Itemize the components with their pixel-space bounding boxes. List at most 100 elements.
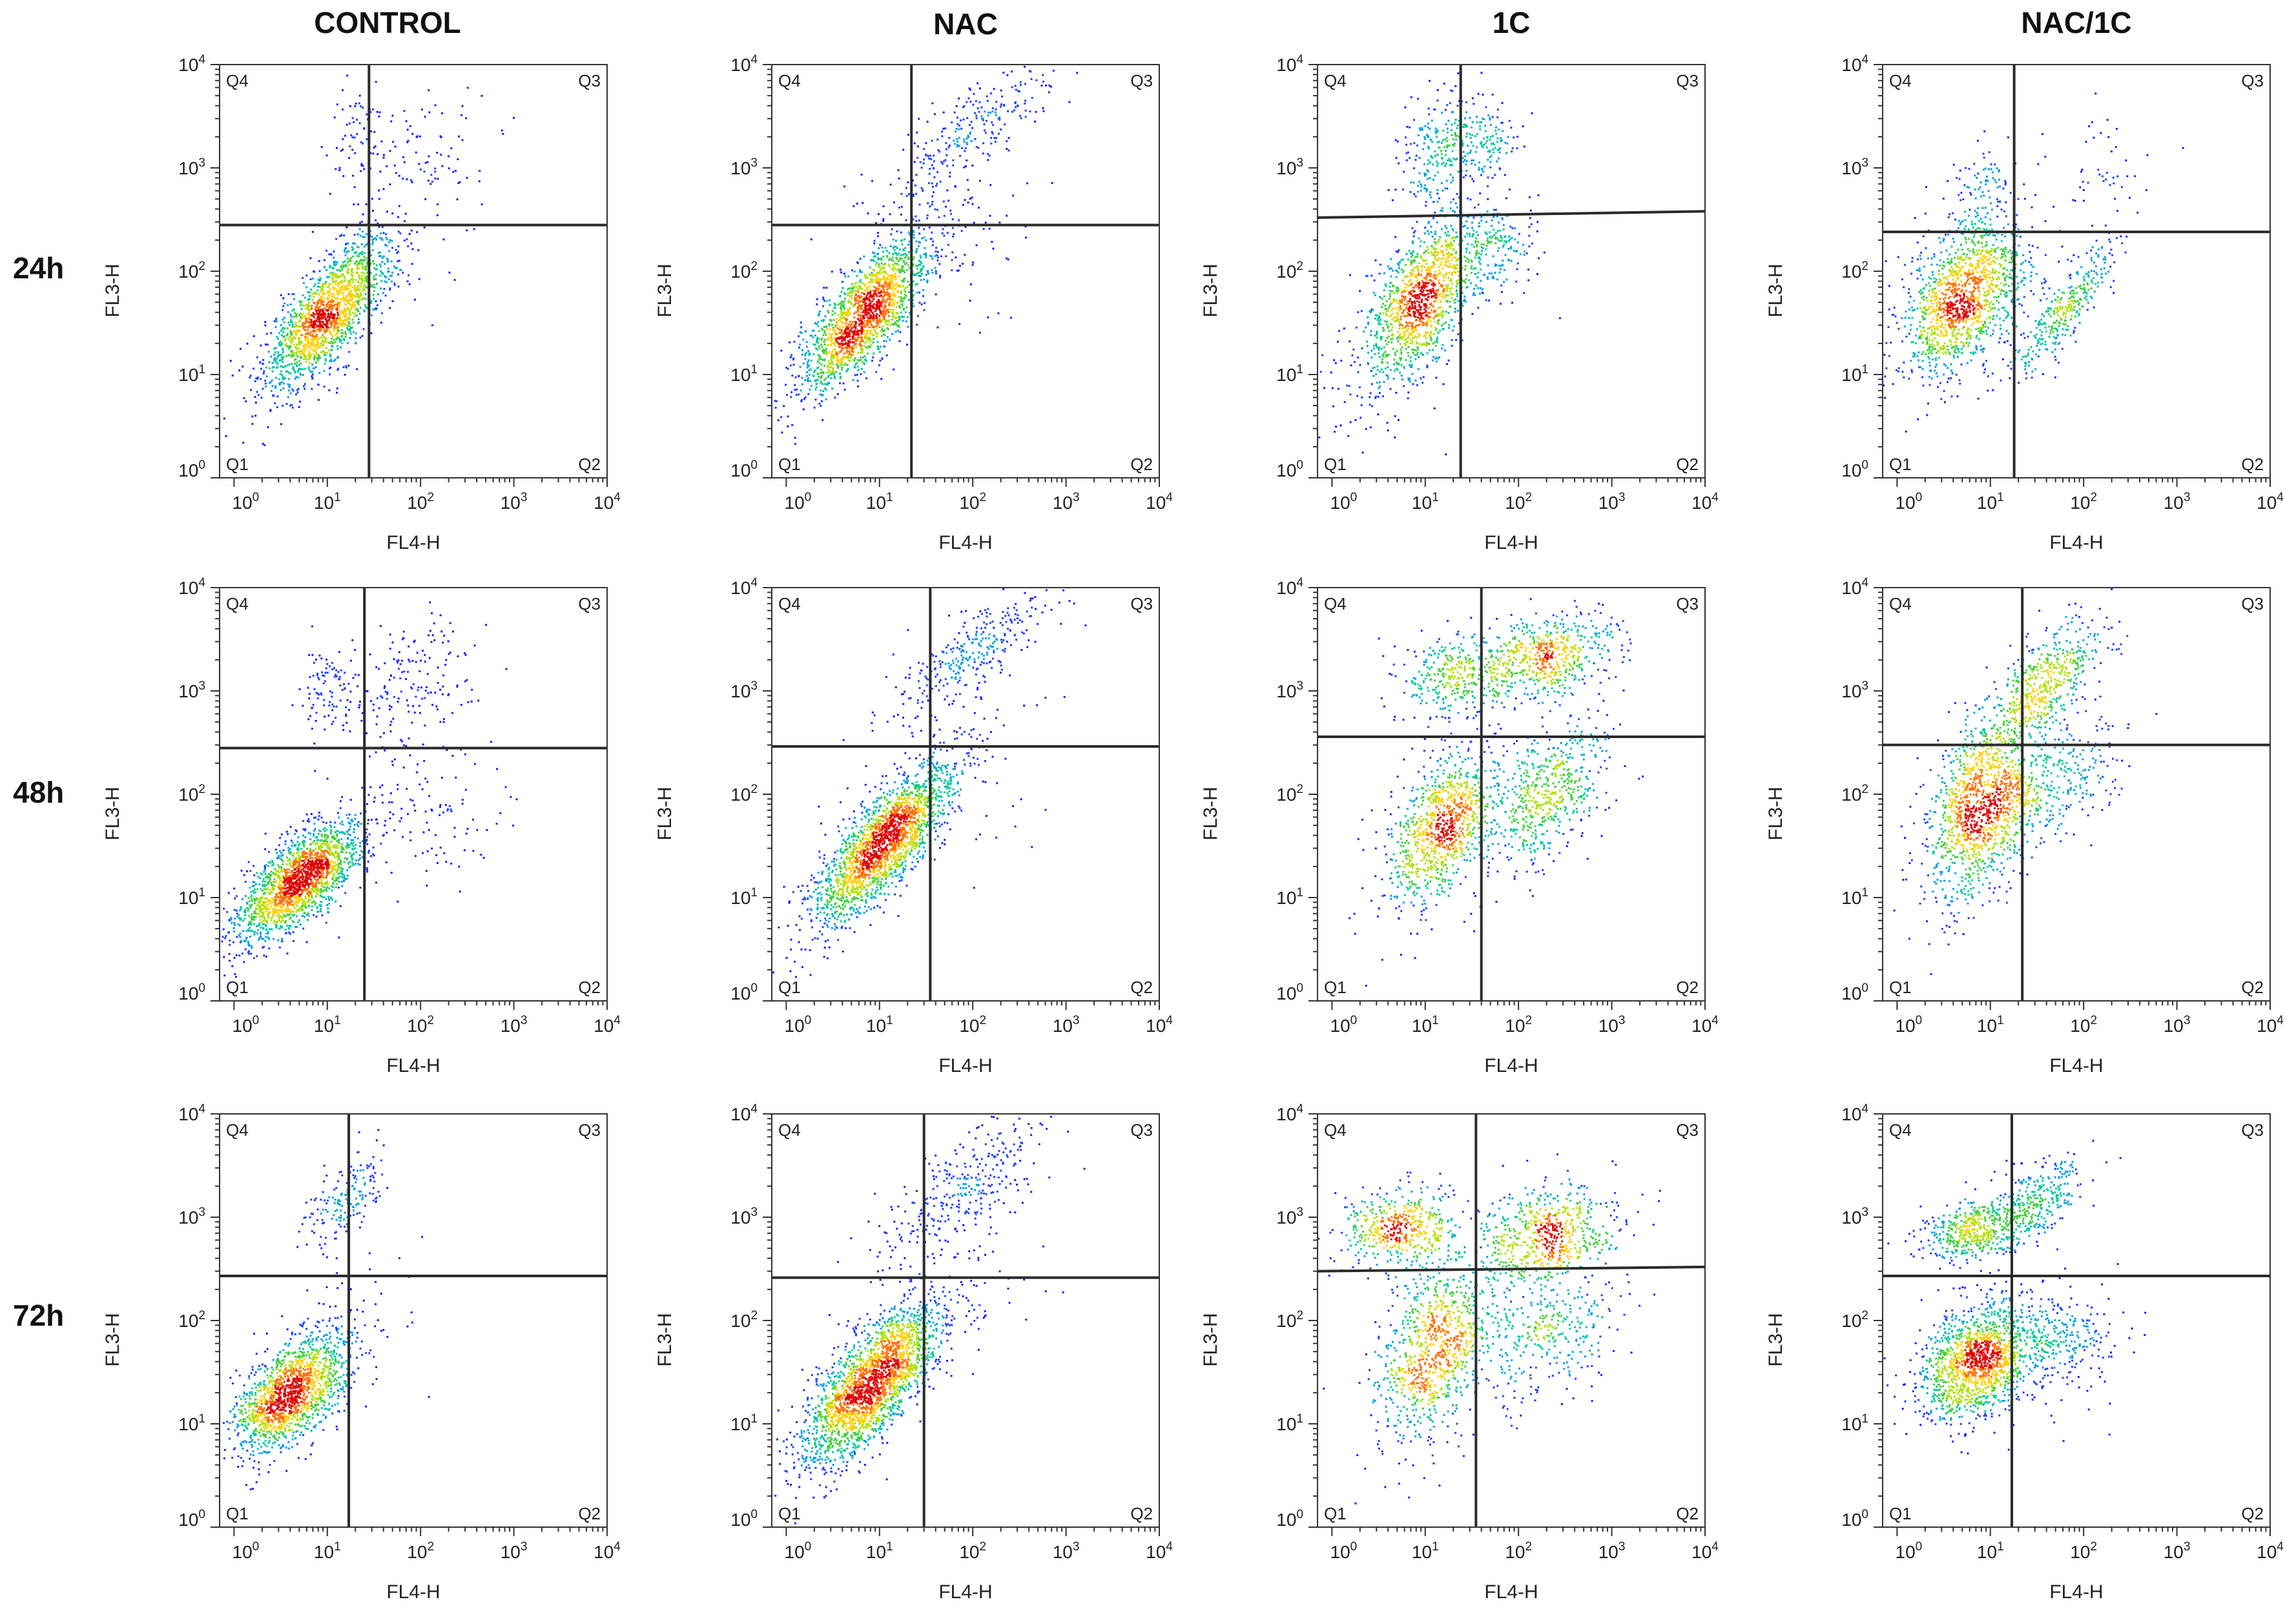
event-dot	[311, 364, 313, 365]
event-dot	[907, 264, 909, 266]
event-dot	[847, 368, 849, 370]
event-dot	[901, 240, 903, 242]
event-dot	[982, 118, 984, 119]
event-dot	[1514, 238, 1516, 240]
event-dot	[282, 309, 284, 311]
event-dot	[880, 346, 882, 348]
event-dot	[389, 289, 391, 291]
y-tick-exponent: 0	[198, 458, 205, 472]
event-dot	[337, 348, 339, 350]
event-dot	[857, 262, 859, 264]
event-dot	[341, 292, 343, 294]
event-dot	[935, 247, 937, 249]
event-dot	[885, 282, 887, 283]
event-dot	[1321, 354, 1323, 356]
event-dot	[353, 316, 355, 318]
event-dot	[1509, 189, 1511, 190]
event-dot	[347, 307, 349, 309]
event-dot	[967, 98, 969, 99]
event-dot	[346, 227, 347, 229]
event-dot	[826, 353, 828, 355]
event-dot	[1495, 209, 1497, 211]
event-dot	[293, 316, 295, 318]
event-dot	[1513, 136, 1515, 138]
event-dot	[1361, 310, 1363, 312]
event-dot	[384, 280, 386, 282]
event-dot	[1343, 327, 1345, 329]
event-dot	[846, 333, 848, 335]
event-dot	[399, 232, 401, 234]
event-dot	[813, 375, 815, 377]
event-dot	[339, 341, 341, 343]
event-dot	[424, 116, 426, 118]
event-dot	[844, 389, 846, 391]
event-dot	[1374, 294, 1376, 296]
event-dot	[1045, 85, 1047, 87]
event-dot	[1034, 121, 1036, 123]
event-dot	[899, 340, 901, 342]
event-dot	[378, 252, 380, 254]
event-dot	[1374, 334, 1376, 336]
event-dot	[1446, 137, 1448, 139]
event-dot	[1394, 415, 1396, 417]
event-dot	[379, 170, 381, 172]
event-dot	[1480, 174, 1482, 176]
event-dot	[304, 329, 306, 331]
event-dot	[280, 294, 282, 296]
event-dot	[398, 285, 400, 287]
event-dot	[1432, 349, 1434, 351]
event-dot	[976, 118, 978, 119]
event-dot	[296, 325, 298, 327]
event-dot	[1478, 252, 1480, 254]
event-dot	[375, 300, 377, 302]
event-dot	[967, 179, 969, 181]
event-dot	[335, 168, 336, 170]
event-dot	[281, 334, 283, 336]
event-dot	[1427, 127, 1429, 128]
event-dot	[931, 196, 933, 198]
event-dot	[1338, 388, 1339, 390]
event-dot	[1439, 236, 1441, 238]
event-dot	[421, 108, 423, 110]
event-dot	[1524, 145, 1525, 147]
event-dot	[326, 269, 327, 271]
event-dot	[348, 351, 350, 353]
event-dot	[320, 344, 322, 346]
event-dot	[834, 377, 836, 379]
event-dot	[1496, 137, 1498, 139]
event-dot	[1476, 116, 1478, 118]
event-dot	[341, 288, 343, 290]
event-dot	[375, 81, 377, 83]
event-dot	[891, 268, 893, 270]
event-dot	[285, 355, 287, 357]
event-dot	[372, 308, 374, 310]
event-dot	[870, 344, 872, 345]
event-dot	[831, 362, 833, 364]
event-dot	[1501, 240, 1503, 242]
event-dot	[894, 263, 896, 265]
event-dot	[333, 296, 335, 298]
event-dot	[324, 324, 326, 325]
event-dot	[399, 269, 401, 271]
event-dot	[333, 265, 335, 267]
event-dot	[342, 273, 344, 275]
event-dot	[1424, 232, 1426, 234]
event-dot	[362, 264, 364, 266]
event-dot	[906, 195, 908, 197]
event-dot	[849, 321, 851, 323]
event-dot	[1434, 407, 1436, 409]
event-dot	[931, 203, 933, 205]
event-dot	[301, 342, 303, 344]
event-dot	[966, 101, 967, 103]
event-dot	[1320, 371, 1322, 373]
event-dot	[316, 313, 318, 314]
event-dot	[366, 203, 367, 205]
event-dot	[1503, 281, 1505, 283]
event-dot	[1376, 382, 1378, 384]
event-dot	[1469, 117, 1471, 119]
event-dot	[809, 355, 811, 356]
event-dot	[1383, 353, 1385, 355]
event-dot	[931, 139, 933, 141]
event-dot	[466, 177, 468, 179]
event-dot	[316, 310, 318, 312]
